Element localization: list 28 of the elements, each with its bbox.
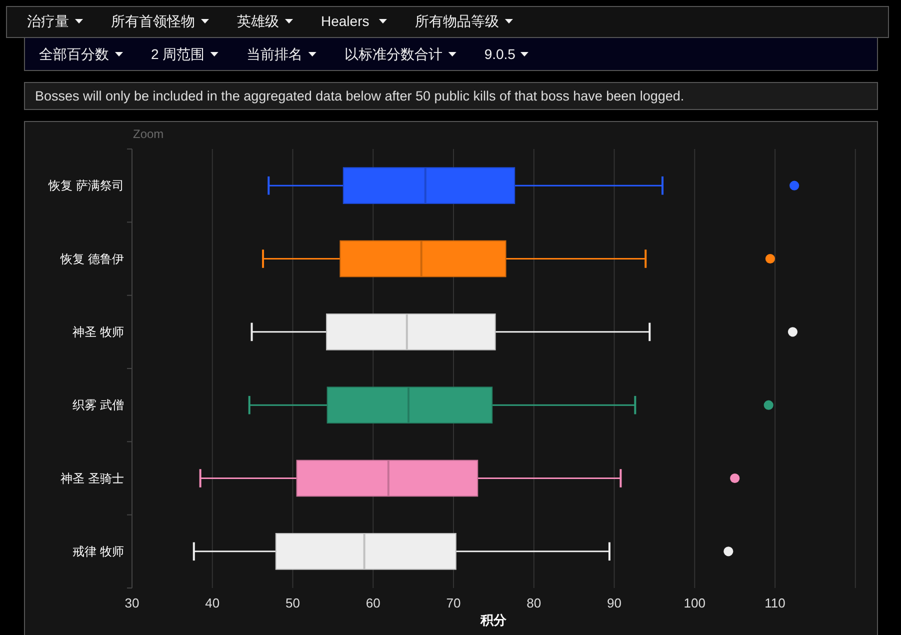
x-axis-title: 积分: [480, 612, 508, 628]
x-tick-label: 40: [205, 596, 220, 610]
text: Bosses will only be included in the aggregated data below after 50 public kills of that boss have been logged.: [35, 88, 684, 104]
y-tick-label: 戒律 牧师: [72, 544, 124, 558]
text: Healers: [321, 13, 370, 29]
x-tick-label: 30: [124, 596, 140, 610]
x-tick-label: 100: [684, 596, 706, 610]
text: 9.0.5: [484, 46, 516, 62]
text: 所有物品等级: [414, 13, 499, 29]
y-tick-label: 恢复 萨满祭司: [48, 178, 124, 193]
text: Zoom: [133, 127, 164, 141]
x-tick-label: 60: [366, 596, 380, 610]
y-tick-label: 恢复 德鲁伊: [60, 252, 124, 266]
text: 所有首领怪物: [111, 13, 195, 29]
x-tick-label: 80: [526, 596, 542, 610]
x-tick-label: 50: [286, 596, 300, 610]
x-tick-label: 90: [607, 596, 622, 610]
x-tick-label: 110: [764, 596, 786, 610]
text: 全部百分数: [39, 46, 109, 62]
text: 以标准分数合计: [344, 46, 442, 62]
x-tick-label: 70: [446, 596, 461, 610]
y-tick-label: 神圣 牧师: [72, 324, 124, 339]
text: 2 周范围: [151, 46, 205, 62]
y-tick-label: 神圣 圣骑士: [60, 471, 124, 486]
text: 英雄级: [237, 13, 279, 29]
y-tick-label: 织雾 武僧: [72, 398, 124, 412]
text: 当前排名: [246, 46, 302, 62]
text: 治疗量: [27, 13, 69, 29]
